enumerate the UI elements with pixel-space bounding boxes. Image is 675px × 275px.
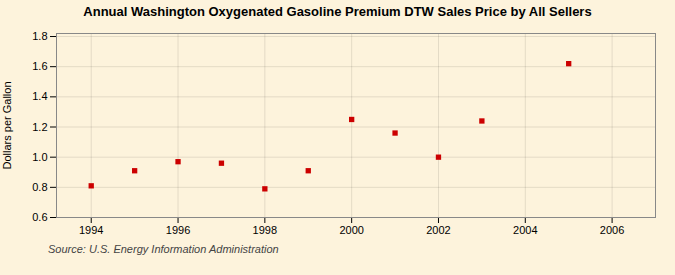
svg-text:0.8: 0.8	[32, 181, 47, 193]
svg-text:Dollars per Gallon: Dollars per Gallon	[1, 81, 13, 169]
svg-text:1.4: 1.4	[32, 90, 47, 102]
html-text:Source: U.S. Energy Informatio: Source: U.S. Energy Information Administ…	[48, 243, 279, 255]
svg-text:1.8: 1.8	[32, 30, 47, 42]
svg-text:1996: 1996	[166, 224, 190, 236]
svg-text:1.0: 1.0	[32, 151, 47, 163]
svg-text:2004: 2004	[513, 224, 537, 236]
svg-text:2000: 2000	[339, 224, 363, 236]
svg-text:1.6: 1.6	[32, 60, 47, 72]
svg-text:2002: 2002	[426, 224, 450, 236]
svg-text:2006: 2006	[600, 224, 624, 236]
svg-text:1994: 1994	[79, 224, 103, 236]
html-text:Annual Washington Oxygenated G: Annual Washington Oxygenated Gasoline Pr…	[83, 4, 592, 19]
svg-text:1998: 1998	[253, 224, 277, 236]
svg-text:1.2: 1.2	[32, 121, 47, 133]
svg-text:0.6: 0.6	[32, 211, 47, 223]
